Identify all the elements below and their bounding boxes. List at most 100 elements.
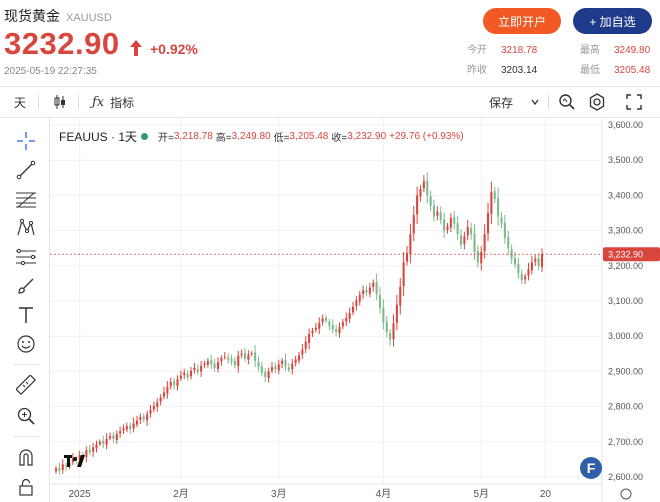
candle [537,258,540,266]
candle [250,353,253,355]
settings-button[interactable] [588,87,606,117]
save-dropdown-chevron-icon[interactable] [530,87,540,117]
candle [395,304,398,323]
candle [318,322,321,329]
legend-symbol: FEAUUS · 1天 [59,130,138,144]
candle [449,217,452,228]
candle [362,290,365,294]
candle [176,379,179,386]
legend-high: 3,249.80 [231,131,271,142]
price-chart[interactable]: 2,600.00 2,700.00 2,800.00 2,900.00 3,000.00… [50,118,660,502]
price-change: +0.92% [150,41,198,57]
fullscreen-button[interactable] [626,87,642,117]
legend-close-label: 收= [331,133,348,144]
last-price-tag [603,247,660,262]
tool-ruler[interactable] [15,374,37,396]
f-badge-icon[interactable]: F [580,457,602,479]
candle [540,254,544,267]
axis-settings-icon [620,488,632,500]
candle [338,327,341,334]
candle [503,222,506,238]
stats-col-2: 最高 3249.80 最低 3205.48 [580,44,650,84]
candle [335,329,338,332]
candle [270,367,274,371]
candle [284,360,287,367]
save-button[interactable]: 保存 [489,95,514,110]
tool-magnet[interactable] [15,446,37,468]
candle-type-button[interactable] [52,87,68,117]
tool-lock[interactable] [15,476,37,498]
tool-fib[interactable] [15,188,37,210]
candle [345,317,348,322]
candle [71,458,74,463]
candle [416,195,419,215]
quick-search-button[interactable] [558,87,576,117]
timestamp: 2025-05-19 22:27:35 [4,66,97,77]
candle [422,181,425,189]
lock-icon [19,478,33,496]
drawing-toolbar [0,118,50,502]
prev-close-label: 昨收 [467,65,487,76]
add-watchlist-button[interactable]: + 加自选 [573,8,652,34]
tool-channel[interactable] [15,246,37,268]
candle [237,355,240,367]
candle [125,426,128,430]
candle [351,306,355,313]
market-status-dot [141,133,149,140]
candle [132,423,135,429]
tradingview-logo-icon [62,452,88,470]
y-tick-label: 2,900.00 [608,366,643,376]
candle [493,191,496,199]
indicators-button[interactable]: ƒx 指标 [92,87,134,117]
candle [520,273,523,280]
candle [152,405,155,410]
candle [402,262,405,287]
x-tick-label: 20 [540,489,552,500]
candle [297,355,301,361]
candle [108,436,112,439]
candle [281,360,284,364]
candle [348,312,351,319]
candle [166,386,169,394]
candle [365,289,368,293]
instrument-code: XAUUSD [66,12,112,24]
interval-button[interactable]: 天 [14,95,27,110]
open-account-button[interactable]: 立即开户 [483,8,561,34]
candlestick-icon [54,95,65,109]
candle [517,263,520,273]
candle [463,236,466,244]
candle [456,222,459,235]
candle [470,228,473,235]
candle [173,381,176,385]
candle [530,262,533,271]
tool-zoom[interactable] [15,405,37,427]
x-tick-label: 4月 [376,488,392,500]
candle [507,236,510,249]
candle [473,233,476,252]
tool-trend-line[interactable] [15,159,37,181]
tool-pattern[interactable] [15,217,37,239]
candle [230,358,233,362]
candle [203,363,206,366]
candle [169,381,172,387]
x-tick-label: 2025 [69,489,92,500]
tool-brush[interactable] [15,275,37,297]
legend-low: 3,205.48 [289,131,329,142]
candle [409,234,412,255]
emoji-icon [17,335,35,353]
y-tick-label: 3,100.00 [608,296,643,306]
candle [247,354,250,360]
candle [308,334,311,343]
candle [412,215,415,234]
candle [385,321,388,332]
tool-crosshair[interactable] [15,130,37,152]
candle [112,435,115,439]
tool-text[interactable] [15,304,37,326]
tool-emoji[interactable] [15,333,37,355]
fx-icon: ƒx [92,94,105,110]
candle [324,317,328,321]
text-icon [19,307,33,323]
legend-change: +29.76 (+0.93%) [389,131,464,142]
candle [162,392,166,397]
candle [129,425,132,430]
